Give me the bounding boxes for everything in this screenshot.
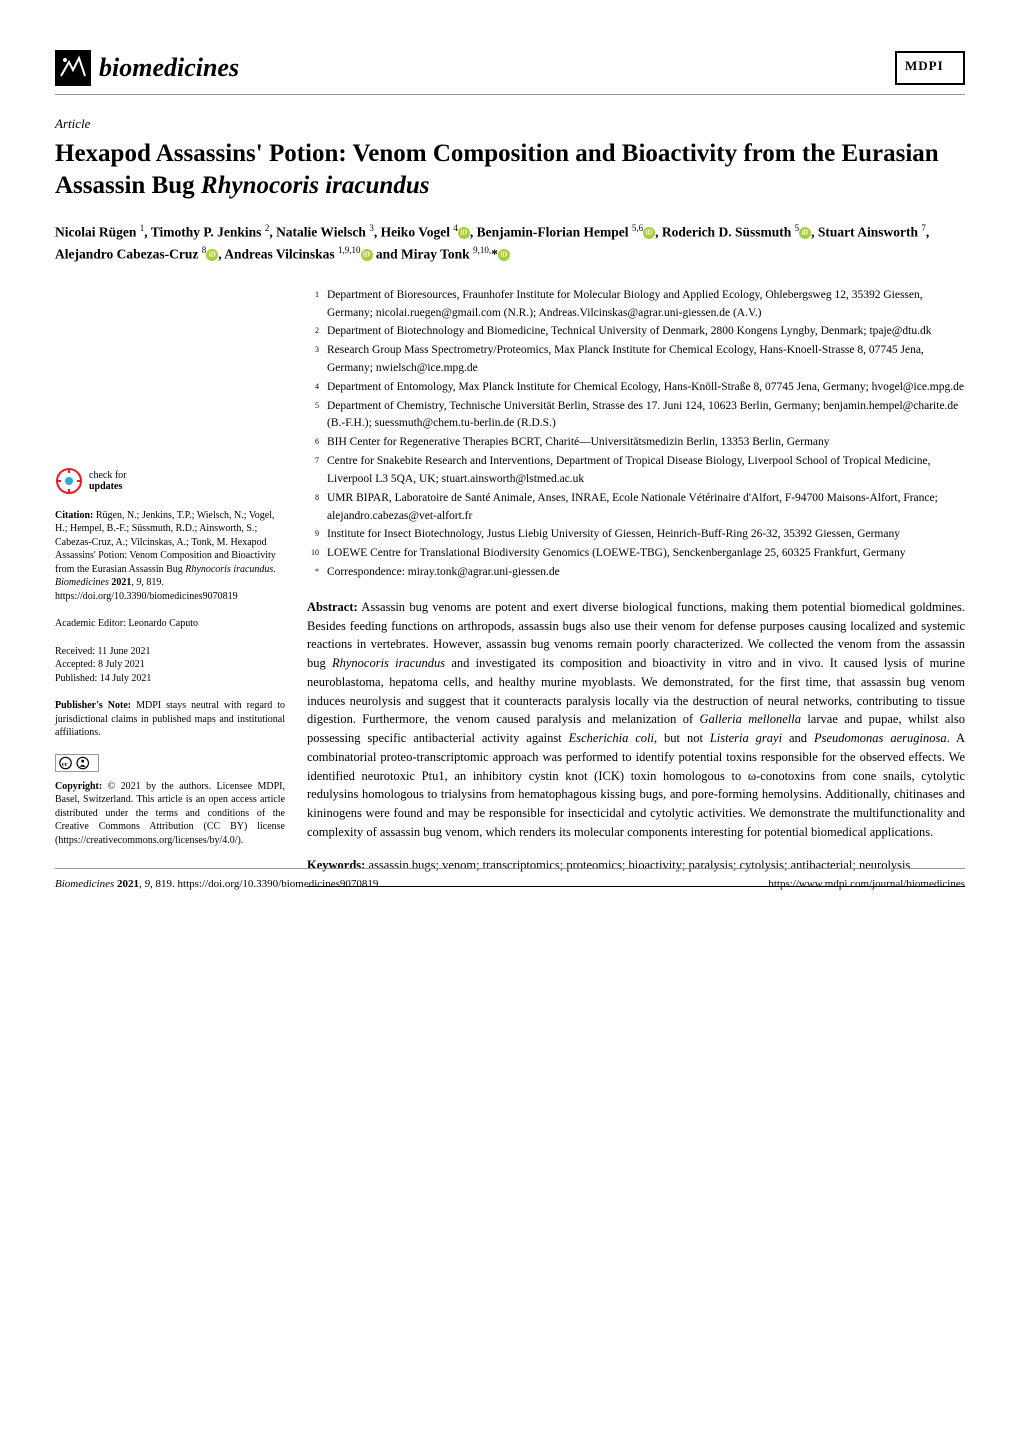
cc-license-icon: cc (55, 754, 99, 772)
sidebar: check for updates Citation: Rügen, N.; J… (55, 287, 285, 888)
footer-year: 2021 (114, 878, 139, 890)
publishers-note: Publisher's Note: MDPI stays neutral wit… (55, 699, 285, 740)
affil-text: BIH Center for Regenerative Therapies BC… (327, 434, 965, 452)
date-published: Published: 14 July 2021 (55, 672, 285, 686)
abstract-species: Rhynocoris iracundus (332, 656, 445, 670)
abstract-species: Escherichia coli (569, 731, 654, 745)
abstract-text: , but not (654, 731, 710, 745)
title-species: Rhynocoris iracundus (201, 172, 430, 199)
page-header: biomedicines MDPI (55, 50, 965, 95)
svg-text:MDPI: MDPI (905, 58, 944, 73)
orcid-icon (206, 249, 218, 261)
affiliation-row: 6 BIH Center for Regenerative Therapies B… (307, 434, 965, 452)
affil-text: Department of Biotechnology and Biomedic… (327, 323, 965, 341)
editor-label: Academic Editor: (55, 618, 128, 629)
affiliation-row: * Correspondence: miray.tonk@agrar.uni-gi… (307, 564, 965, 582)
copyright-label: Copyright: (55, 781, 102, 792)
date-received: Received: 11 June 2021 (55, 645, 285, 659)
abstract-text: . A combinatorial proteo-transcriptomic … (307, 731, 965, 839)
affiliation-row: 2 Department of Biotechnology and Biomedi… (307, 323, 965, 341)
affil-text: Correspondence: miray.tonk@agrar.uni-gie… (327, 564, 965, 582)
title-text: Hexapod Assassins' Potion: Venom Composi… (55, 140, 939, 200)
check-line2: updates (89, 481, 122, 492)
citation-page: , 819. (141, 577, 164, 588)
abstract-text: and (782, 731, 814, 745)
affiliation-row: 3Research Group Mass Spectrometry/Proteo… (307, 342, 965, 378)
abstract: Abstract: Assassin bug venoms are potent… (307, 598, 965, 842)
cc-license-block: cc (55, 754, 285, 772)
svg-text:cc: cc (62, 761, 68, 768)
check-line1: check for (89, 470, 126, 481)
date-accepted: Accepted: 8 July 2021 (55, 658, 285, 672)
orcid-icon (498, 249, 510, 261)
affil-num: 8 (307, 490, 319, 526)
editor-block: Academic Editor: Leonardo Caputo (55, 617, 285, 631)
citation-block: Citation: Rügen, N.; Jenkins, T.P.; Wiel… (55, 509, 285, 604)
journal-name: biomedicines (99, 50, 239, 86)
affil-num: 9 (307, 526, 319, 544)
footer-vol: , 9 (139, 878, 150, 890)
footer-left: Biomedicines 2021, 9, 819. https://doi.o… (55, 877, 378, 892)
citation-doi[interactable]: https://doi.org/10.3390/biomedicines9070… (55, 591, 238, 602)
affiliation-row: 9 Institute for Insect Biotechnology, Jus… (307, 526, 965, 544)
affil-text: LOEWE Centre for Translational Biodivers… (327, 545, 965, 563)
citation-species: Rhynocoris iracundus (185, 564, 273, 575)
article-type: Article (55, 115, 965, 133)
journal-logo: biomedicines (55, 50, 239, 86)
main-content: 1Department of Bioresources, Fraunhofer … (307, 287, 965, 888)
affiliation-row: 10 LOEWE Centre for Translational Biodive… (307, 545, 965, 563)
publisher-logo: MDPI (895, 51, 965, 86)
affiliation-row: 7Centre for Snakebite Research and Inter… (307, 453, 965, 489)
affil-num: 10 (307, 545, 319, 563)
affil-num: 2 (307, 323, 319, 341)
orcid-icon (361, 249, 373, 261)
page-footer: Biomedicines 2021, 9, 819. https://doi.o… (55, 868, 965, 892)
affil-text: Department of Chemistry, Technische Univ… (327, 398, 965, 434)
affil-text: Research Group Mass Spectrometry/Proteom… (327, 342, 965, 378)
affil-text: Department of Bioresources, Fraunhofer I… (327, 287, 965, 323)
affiliations-list: 1Department of Bioresources, Fraunhofer … (307, 287, 965, 582)
affil-text: Institute for Insect Biotechnology, Just… (327, 526, 965, 544)
affiliation-row: 4 Department of Entomology, Max Planck In… (307, 379, 965, 397)
orcid-icon (643, 227, 655, 239)
footer-rest: , 819. https://doi.org/10.3390/biomedici… (150, 878, 378, 890)
affil-text: UMR BIPAR, Laboratoire de Santé Animale,… (327, 490, 965, 526)
footer-right[interactable]: https://www.mdpi.com/journal/biomedicine… (768, 877, 965, 892)
check-updates-icon (55, 467, 83, 495)
affil-text: Centre for Snakebite Research and Interv… (327, 453, 965, 489)
citation-label: Citation: (55, 510, 93, 521)
publishers-note-label: Publisher's Note: (55, 700, 131, 711)
affiliation-row: 8UMR BIPAR, Laboratoire de Santé Animale… (307, 490, 965, 526)
affil-num: 4 (307, 379, 319, 397)
abstract-label: Abstract: (307, 600, 358, 614)
footer-journal: Biomedicines (55, 878, 114, 890)
editor-name: Leonardo Caputo (128, 618, 198, 629)
citation-vol: , 9 (131, 577, 141, 588)
check-updates-text: check for updates (89, 470, 126, 492)
affil-num: 3 (307, 342, 319, 378)
abstract-species: Listeria grayi (710, 731, 782, 745)
journal-icon (55, 50, 91, 86)
author-list: Nicolai Rügen 1, Timothy P. Jenkins 2, N… (55, 221, 965, 265)
article-title: Hexapod Assassins' Potion: Venom Composi… (55, 138, 965, 203)
affiliation-row: 1Department of Bioresources, Fraunhofer … (307, 287, 965, 323)
affil-text: Department of Entomology, Max Planck Ins… (327, 379, 965, 397)
affiliation-row: 5Department of Chemistry, Technische Uni… (307, 398, 965, 434)
check-updates[interactable]: check for updates (55, 467, 285, 495)
affil-num: 6 (307, 434, 319, 452)
copyright-block: Copyright: © 2021 by the authors. Licens… (55, 780, 285, 848)
orcid-icon (458, 227, 470, 239)
dates-block: Received: 11 June 2021 Accepted: 8 July … (55, 645, 285, 686)
abstract-species: Galleria mellonella (700, 712, 801, 726)
citation-year: 2021 (109, 577, 132, 588)
affil-num: 1 (307, 287, 319, 323)
affil-num: 5 (307, 398, 319, 434)
affil-num: * (307, 564, 319, 582)
abstract-species: Pseudomonas aeruginosa (814, 731, 947, 745)
orcid-icon (799, 227, 811, 239)
affil-num: 7 (307, 453, 319, 489)
